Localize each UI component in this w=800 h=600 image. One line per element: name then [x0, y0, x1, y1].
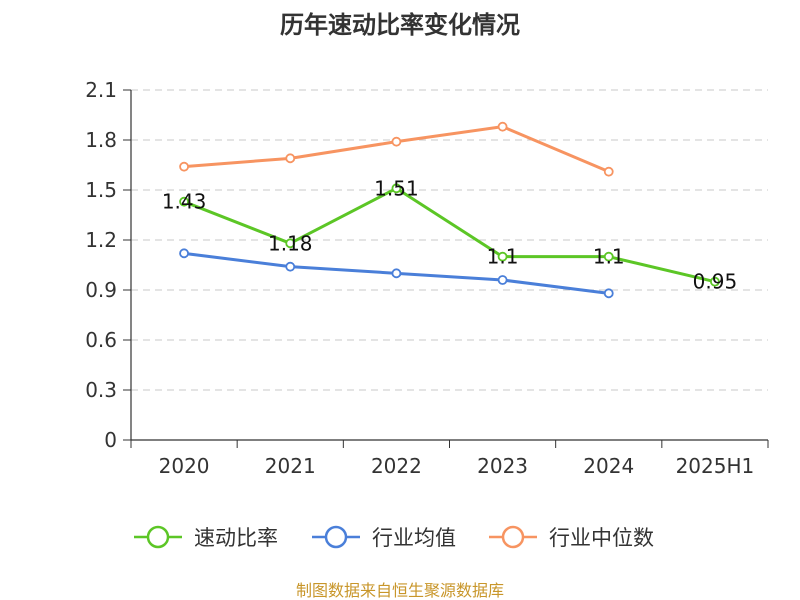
x-tick-label: 2022	[371, 454, 422, 478]
y-tick-label: 1.8	[85, 128, 117, 152]
data-point	[710, 276, 720, 287]
y-tick-label: 0.9	[85, 278, 117, 302]
y-tick-label: 2.1	[85, 78, 117, 102]
data-label: 1.1	[593, 245, 625, 269]
axes: 0 0.3 0.6 0.9 1.2 1.5 1.8 2.1 2020 2021 2022 2023 20…	[85, 78, 769, 478]
data-label: 1.1	[487, 245, 519, 269]
x-tick-label: 2025H1	[676, 454, 755, 478]
legend-swatch-marker	[501, 525, 525, 549]
data-point	[179, 248, 189, 259]
data-label: 0.95	[693, 270, 738, 294]
legend-label[interactable]: 行业中位数	[549, 526, 654, 550]
data-point	[285, 238, 296, 249]
data-point	[179, 196, 189, 207]
series-line-0	[183, 186, 716, 284]
data-point	[285, 153, 296, 164]
y-tick-label: 0.3	[85, 378, 117, 402]
grid-lines	[131, 89, 768, 391]
source-note: 制图数据来自恒生聚源数据库	[296, 581, 504, 600]
x-tick-label: 2020	[159, 454, 210, 478]
data-point	[497, 251, 508, 262]
legend-label[interactable]: 行业均值	[372, 526, 456, 550]
legend-label[interactable]: 速动比率	[194, 526, 278, 550]
data-label: 1.43	[162, 190, 207, 214]
data-label: 1.18	[268, 231, 313, 255]
y-tick-label: 1.5	[85, 178, 117, 202]
x-tick-label: 2024	[583, 454, 634, 478]
chart-title: 历年速动比率变化情况	[280, 11, 520, 39]
data-labels: 1.43 1.18 1.51 1.1 1.1 0.95	[162, 176, 737, 293]
y-tick-label: 1.2	[85, 228, 117, 252]
data-point	[603, 288, 614, 299]
data-point	[179, 161, 189, 172]
y-tick-label: 0.6	[85, 328, 117, 352]
data-point	[391, 268, 402, 279]
data-point	[497, 275, 508, 285]
data-label: 1.51	[374, 176, 419, 200]
data-point	[603, 251, 614, 262]
data-point	[391, 136, 402, 147]
legend-swatch-marker	[146, 525, 170, 549]
data-point	[603, 166, 614, 177]
data-point	[285, 261, 296, 272]
series-layer	[179, 121, 720, 299]
x-tick-label: 2023	[477, 454, 528, 478]
legend: 速动比率 行业均值 行业中位数	[134, 525, 654, 550]
series-line-2	[183, 125, 610, 174]
x-tick-label: 2021	[265, 454, 316, 478]
y-tick-label: 0	[104, 428, 117, 452]
data-point	[391, 183, 402, 194]
legend-swatch-marker	[324, 525, 348, 549]
data-point	[497, 121, 508, 132]
